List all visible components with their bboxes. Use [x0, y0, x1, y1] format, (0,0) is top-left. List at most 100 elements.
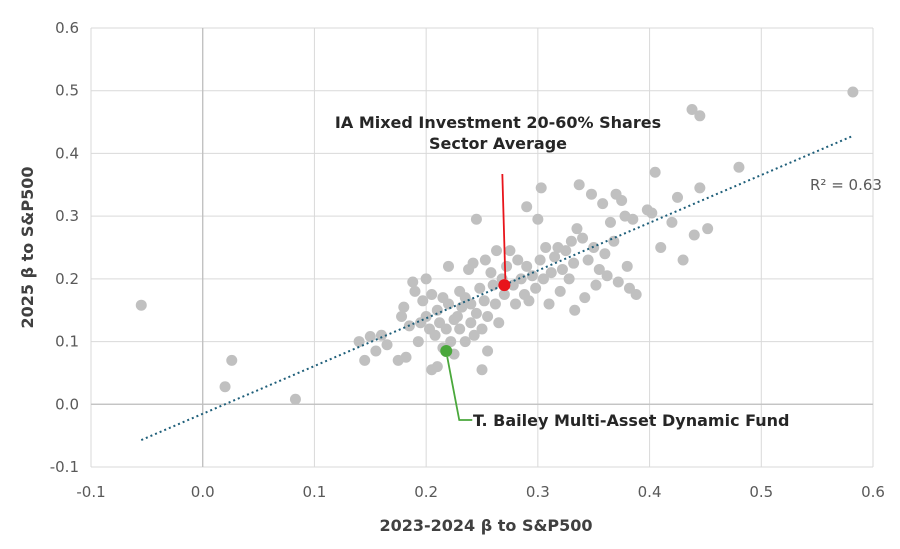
data-point — [470, 307, 482, 319]
data-point — [630, 289, 642, 301]
x-tick-label: -0.1 — [76, 483, 105, 501]
data-point — [646, 207, 658, 219]
x-tick-label: 0.2 — [414, 483, 438, 501]
data-point — [482, 310, 494, 322]
data-point — [375, 329, 387, 341]
data-point — [597, 198, 609, 210]
data-point — [530, 282, 542, 294]
data-point — [733, 161, 745, 173]
x-tick-label: 0.0 — [191, 483, 215, 501]
data-point — [537, 273, 549, 285]
data-point — [470, 213, 482, 225]
y-axis-title: 2025 β to S&P500 — [18, 167, 37, 329]
x-tick-label: 0.6 — [861, 483, 885, 501]
data-point — [540, 242, 552, 253]
data-point — [135, 299, 147, 311]
fund-label: T. Bailey Multi-Asset Dynamic Fund — [473, 411, 790, 430]
data-point — [359, 354, 371, 366]
data-point — [585, 188, 597, 200]
data-point — [364, 331, 376, 343]
data-point — [219, 381, 231, 393]
data-point — [847, 86, 859, 98]
data-point — [601, 270, 613, 282]
data-point — [400, 351, 412, 363]
data-point — [604, 216, 616, 228]
x-tick-label: 0.5 — [749, 483, 773, 501]
y-tick-label: 0.5 — [55, 82, 79, 100]
data-point — [398, 301, 410, 313]
x-axis-title: 2023-2024 β to S&P500 — [379, 516, 592, 535]
data-point — [627, 213, 639, 225]
data-point — [549, 251, 561, 263]
sector-average-label: IA Mixed Investment 20-60% Shares — [335, 113, 661, 132]
x-tick-label: 0.3 — [526, 483, 550, 501]
data-point — [417, 295, 429, 307]
data-point — [526, 270, 538, 282]
data-point — [532, 213, 544, 225]
data-point — [476, 323, 488, 335]
data-point — [510, 298, 522, 310]
data-point — [521, 201, 533, 213]
data-point — [666, 216, 678, 228]
sector-average-point — [498, 279, 511, 292]
data-point — [616, 194, 628, 206]
data-point — [479, 254, 491, 266]
data-point — [535, 182, 547, 194]
data-point — [445, 336, 457, 348]
r-squared-label: R² = 0.63 — [810, 176, 882, 194]
data-point — [501, 260, 513, 272]
x-tick-label: 0.1 — [302, 483, 326, 501]
data-point — [694, 182, 706, 194]
data-point — [468, 329, 480, 341]
data-point — [353, 336, 365, 348]
data-point — [590, 279, 602, 291]
data-point — [226, 354, 238, 366]
data-point — [672, 191, 683, 203]
data-point — [545, 267, 557, 279]
data-point — [498, 289, 510, 301]
data-points — [135, 86, 859, 405]
data-point — [467, 257, 479, 269]
y-tick-label: 0.1 — [55, 333, 79, 351]
data-point — [504, 245, 516, 257]
data-point — [573, 179, 585, 191]
data-point — [431, 304, 443, 316]
sector-average-label: Sector Average — [429, 134, 567, 153]
zero-axes — [91, 28, 873, 467]
data-point — [482, 345, 494, 357]
data-point — [459, 336, 471, 348]
fund-leader-line — [446, 356, 473, 421]
data-point — [429, 329, 441, 341]
data-point — [515, 273, 527, 285]
data-point — [451, 310, 463, 322]
data-point — [543, 298, 555, 310]
data-point — [478, 295, 490, 307]
y-tick-label: -0.1 — [50, 458, 79, 476]
data-point — [442, 260, 454, 272]
data-point — [593, 263, 605, 275]
y-tick-label: 0.6 — [55, 19, 79, 37]
data-point — [454, 323, 466, 335]
data-point — [554, 285, 566, 297]
trendline — [140, 134, 854, 441]
y-tick-label: 0.4 — [55, 144, 79, 162]
data-point — [476, 364, 488, 376]
data-point — [556, 263, 568, 275]
data-point — [489, 298, 501, 310]
data-point — [560, 245, 572, 257]
data-point — [612, 276, 624, 288]
data-point — [655, 242, 667, 253]
data-point — [577, 232, 589, 244]
data-point — [621, 260, 633, 272]
data-point — [702, 223, 714, 235]
data-point — [563, 273, 575, 285]
data-point — [565, 235, 577, 247]
data-point — [412, 336, 424, 348]
data-point — [523, 295, 535, 307]
data-point — [465, 317, 477, 329]
data-point — [534, 254, 546, 266]
data-point — [582, 254, 594, 266]
y-tick-label: 0.0 — [55, 395, 79, 413]
data-point — [568, 257, 580, 269]
data-point — [649, 166, 661, 178]
